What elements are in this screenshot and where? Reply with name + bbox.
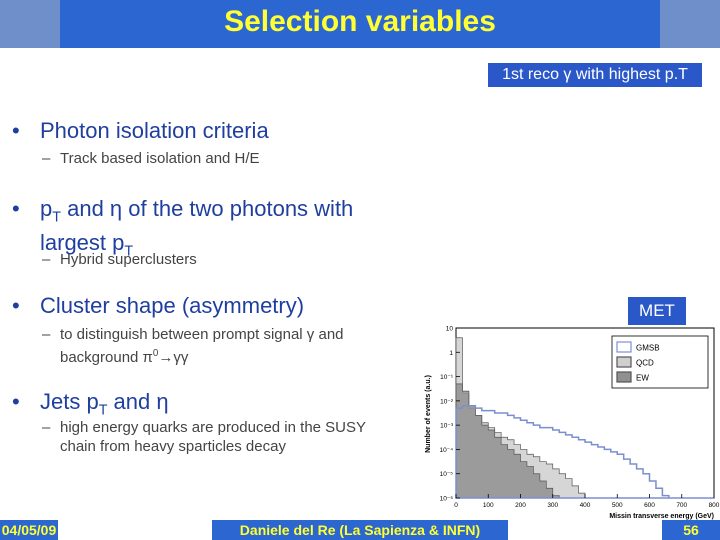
bullet-dot: • [12, 118, 20, 143]
bullet-jets: • Jets pT and η [12, 389, 169, 419]
header-title-panel [60, 0, 660, 48]
series-gmsb [455, 404, 714, 499]
y-tick-label: 10 [446, 326, 454, 333]
bullet-dot: • [12, 389, 20, 414]
bullet-dot: • [12, 293, 20, 318]
slide-title: Selection variables [224, 5, 496, 38]
legend-label-qcd: QCD [636, 359, 654, 368]
y-tick-label: 10⁻³ [440, 423, 454, 430]
bullet-pt-eta: • pT and η of the two photons with larges… [12, 196, 354, 260]
sub-cluster-shape: – to distinguish between prompt signal γ … [42, 326, 344, 366]
y-tick-label: 10⁻² [440, 398, 454, 405]
top-badge: 1st reco γ with highest p.T [488, 63, 702, 87]
x-tick-label: 200 [515, 502, 526, 509]
y-tick-label: 10⁻⁵ [440, 471, 454, 478]
x-tick-label: 400 [580, 502, 591, 509]
legend-swatch-ew [616, 371, 632, 383]
sub-superclusters: – Hybrid superclusters [42, 251, 197, 268]
met-badge: MET [628, 297, 686, 325]
legend-swatch-qcd [616, 356, 632, 368]
x-tick-label: 100 [483, 502, 494, 509]
bullet-cluster-shape: • Cluster shape (asymmetry) [12, 293, 305, 318]
sub-isolation: – Track based isolation and H/E [42, 150, 260, 167]
x-tick-label: 0 [454, 502, 458, 509]
x-axis-label: Missin transverse energy (GeV) [609, 513, 714, 520]
bullet-isolation: • Photon isolation criteria [12, 118, 269, 143]
y-tick-label: 10⁻¹ [440, 374, 454, 381]
legend-label-ew: EW [636, 374, 649, 383]
y-tick-label: 1 [449, 350, 453, 357]
x-tick-label: 500 [612, 502, 623, 509]
footer-page: 56 [662, 520, 720, 540]
legend-swatch-gmsb [616, 341, 632, 353]
x-tick-label: 300 [547, 502, 558, 509]
met-histogram-chart: 10 1 10⁻¹ 10⁻² 10⁻³ 10⁻⁴ 10⁻⁵ 10⁻⁶0 100 200 300 400… [425, 326, 720, 521]
y-tick-label: 10⁻⁶ [440, 496, 454, 503]
y-axis-label: Number of events (a.u.) [425, 375, 432, 453]
footer-date: 04/05/09 [0, 520, 58, 540]
legend-label-gmsb: GMSB [636, 344, 660, 353]
footer-author: Daniele del Re (La Sapienza & INFN) [212, 520, 508, 540]
x-tick-label: 800 [709, 502, 720, 509]
bullet-dot: • [12, 196, 20, 221]
y-tick-label: 10⁻⁴ [440, 447, 454, 454]
chart-legend: GMSB QCD EW [611, 335, 709, 389]
x-tick-label: 600 [644, 502, 655, 509]
sub-jets: – high energy quarks are produced in the … [42, 419, 367, 455]
x-tick-label: 700 [676, 502, 687, 509]
